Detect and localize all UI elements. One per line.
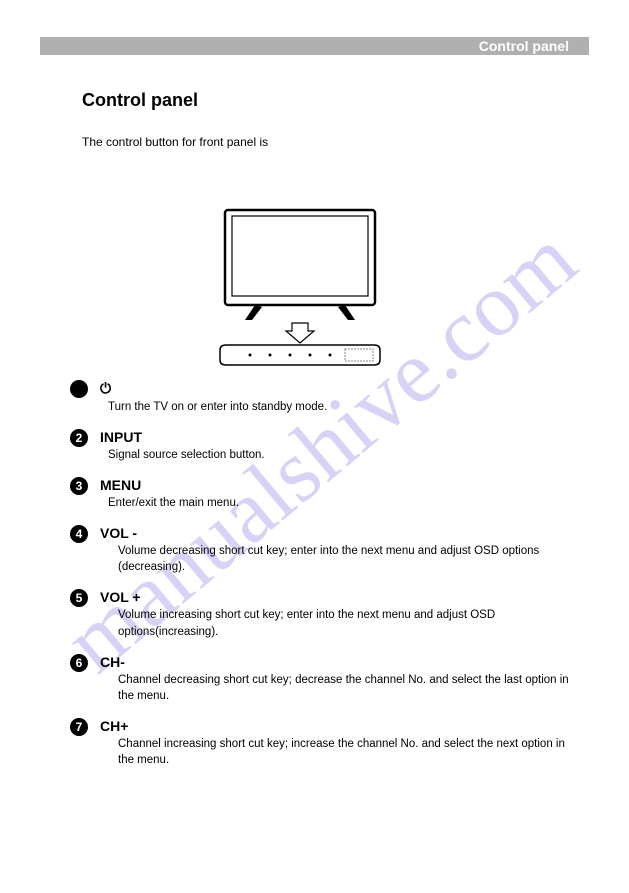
item-desc: Channel increasing short cut key; increa…: [118, 736, 589, 768]
list-item: 3 MENU Enter/exit the main menu.: [70, 477, 589, 511]
items-list: 1 ⏻ Turn the TV on or enter into standby…: [70, 380, 589, 782]
bullet-7: 7: [70, 718, 88, 736]
list-item: 4 VOL - Volume decreasing short cut key;…: [70, 525, 589, 575]
bullet-1: 1: [70, 380, 88, 398]
list-item: 7 CH+ Channel increasing short cut key; …: [70, 718, 589, 768]
bullet-5: 5: [70, 589, 88, 607]
power-icon: ⏻: [100, 380, 111, 397]
item-desc: Channel decreasing short cut key; decrea…: [118, 672, 589, 704]
item-desc: Signal source selection button.: [108, 447, 589, 463]
bullet-2: 2: [70, 429, 88, 447]
item-label: VOL -: [100, 525, 137, 541]
item-label: VOL +: [100, 589, 141, 605]
bullet-4: 4: [70, 525, 88, 543]
tv-diagram: [210, 205, 390, 370]
item-label: CH+: [100, 718, 128, 734]
header-bar: Control panel: [40, 37, 589, 55]
item-label: MENU: [100, 477, 141, 493]
list-item: 6 CH- Channel decreasing short cut key; …: [70, 654, 589, 704]
list-item: 5 VOL + Volume increasing short cut key;…: [70, 589, 589, 639]
header-title: Control panel: [479, 38, 569, 54]
item-desc: Volume decreasing short cut key; enter i…: [118, 543, 589, 575]
list-item: 1 ⏻ Turn the TV on or enter into standby…: [70, 380, 589, 415]
intro-text: The control button for front panel is: [82, 135, 268, 149]
page-title: Control panel: [82, 90, 198, 111]
list-item: 2 INPUT Signal source selection button.: [70, 429, 589, 463]
item-desc: Enter/exit the main menu.: [108, 495, 589, 511]
bullet-3: 3: [70, 477, 88, 495]
item-label: INPUT: [100, 429, 142, 445]
item-desc: Volume increasing short cut key; enter i…: [118, 607, 589, 639]
item-desc: Turn the TV on or enter into standby mod…: [108, 399, 589, 415]
bullet-6: 6: [70, 654, 88, 672]
item-label: CH-: [100, 654, 125, 670]
